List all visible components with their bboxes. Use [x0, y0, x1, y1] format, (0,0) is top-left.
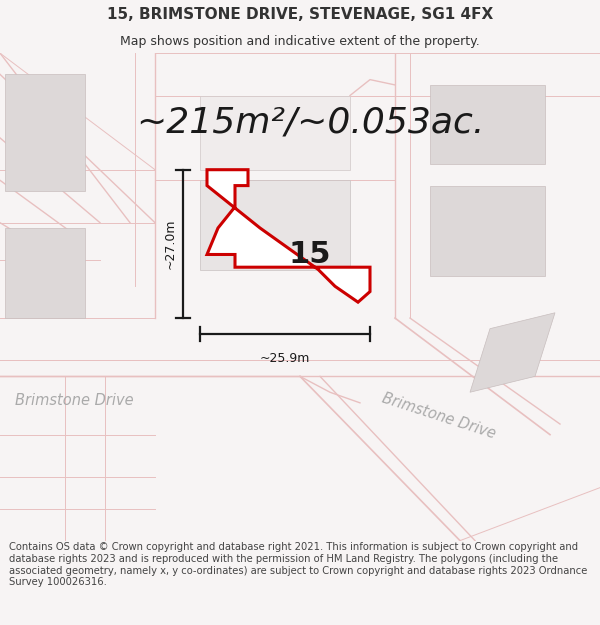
- Polygon shape: [200, 180, 350, 271]
- Text: Brimstone Drive: Brimstone Drive: [15, 393, 134, 408]
- Text: ~27.0m: ~27.0m: [163, 219, 176, 269]
- Text: ~25.9m: ~25.9m: [260, 352, 310, 365]
- Text: Map shows position and indicative extent of the property.: Map shows position and indicative extent…: [120, 35, 480, 48]
- Polygon shape: [470, 312, 555, 392]
- Text: 15, BRIMSTONE DRIVE, STEVENAGE, SG1 4FX: 15, BRIMSTONE DRIVE, STEVENAGE, SG1 4FX: [107, 8, 493, 22]
- Polygon shape: [200, 96, 350, 170]
- Polygon shape: [430, 186, 545, 276]
- Polygon shape: [5, 74, 85, 191]
- Polygon shape: [207, 170, 370, 302]
- Polygon shape: [430, 85, 545, 164]
- Text: Brimstone Drive: Brimstone Drive: [380, 390, 497, 441]
- Text: Contains OS data © Crown copyright and database right 2021. This information is : Contains OS data © Crown copyright and d…: [9, 542, 587, 587]
- Text: ~215m²/~0.053ac.: ~215m²/~0.053ac.: [136, 105, 484, 139]
- Polygon shape: [5, 228, 85, 318]
- Text: 15: 15: [289, 240, 331, 269]
